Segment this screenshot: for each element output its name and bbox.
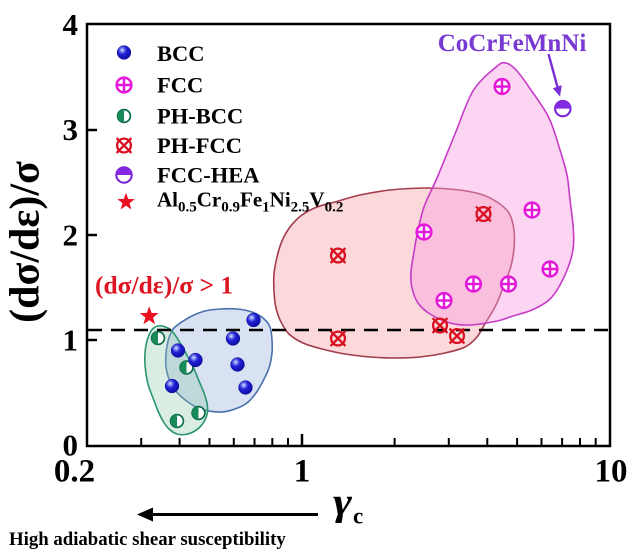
svg-text:(dσ/dε)/σ: (dσ/dε)/σ bbox=[2, 161, 48, 323]
svg-text:4: 4 bbox=[63, 7, 79, 42]
svg-text:(dσ/dε)/σ > 1: (dσ/dε)/σ > 1 bbox=[95, 271, 233, 300]
svg-text:Al0.5Cr0.9Fe1Ni2.5V0.2: Al0.5Cr0.9Fe1Ni2.5V0.2 bbox=[157, 188, 343, 216]
svg-text:FCC-HEA: FCC-HEA bbox=[157, 163, 260, 188]
svg-text:FCC: FCC bbox=[157, 73, 203, 98]
svg-text:2: 2 bbox=[63, 218, 79, 253]
svg-text:1: 1 bbox=[294, 454, 311, 490]
svg-text:CoCrFeMnNi: CoCrFeMnNi bbox=[438, 30, 587, 57]
svg-text:1: 1 bbox=[63, 323, 79, 358]
svg-text:3: 3 bbox=[63, 112, 79, 147]
svg-text:0: 0 bbox=[63, 428, 79, 463]
svg-text:c: c bbox=[353, 504, 363, 529]
svg-text:PH-BCC: PH-BCC bbox=[157, 104, 243, 129]
svg-text:10: 10 bbox=[595, 454, 628, 490]
svg-text:γ: γ bbox=[333, 481, 353, 524]
svg-text:High adiabatic shear susceptib: High adiabatic shear susceptibility bbox=[9, 529, 286, 550]
svg-text:0.2: 0.2 bbox=[54, 454, 95, 490]
svg-text:PH-FCC: PH-FCC bbox=[157, 133, 242, 158]
svg-text:BCC: BCC bbox=[157, 41, 205, 66]
